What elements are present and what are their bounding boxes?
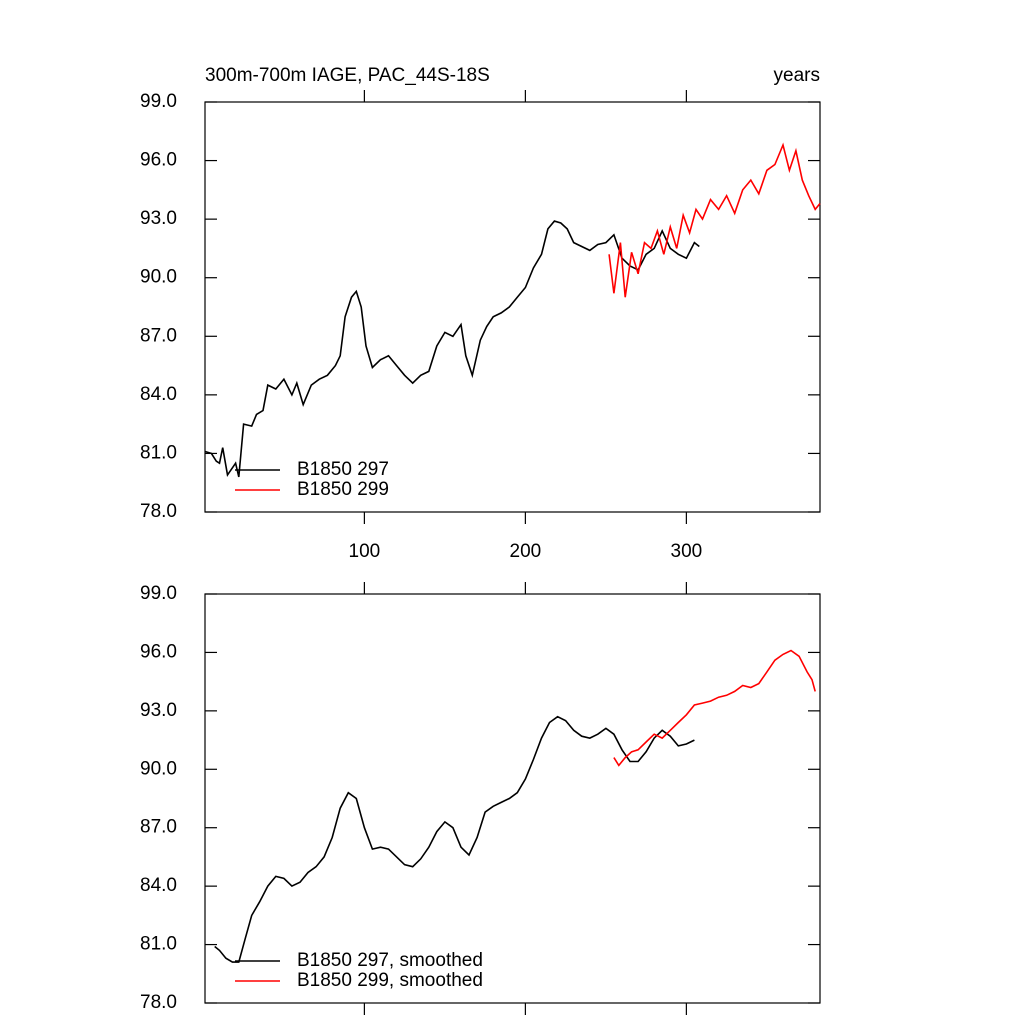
plot-frame xyxy=(204,101,821,513)
legend-label: B1850 297, smoothed xyxy=(297,950,483,971)
y-tick-label: 87.0 xyxy=(140,817,177,838)
y-tick-label: 96.0 xyxy=(140,641,177,662)
y-tick-label: 93.0 xyxy=(140,208,177,229)
x-tick-label: 100 xyxy=(349,541,381,562)
plot-frame xyxy=(204,593,821,1004)
y-tick-label: 84.0 xyxy=(140,875,177,896)
y-tick-label: 93.0 xyxy=(140,700,177,721)
x-tick-label: 200 xyxy=(510,541,542,562)
y-tick-label: 99.0 xyxy=(140,583,177,604)
legend-label: B1850 299 xyxy=(297,479,389,500)
y-tick-label: 90.0 xyxy=(140,267,177,288)
legend-label: B1850 297 xyxy=(297,459,389,480)
y-tick-label: 99.0 xyxy=(140,91,177,112)
y-tick-label: 78.0 xyxy=(140,501,177,522)
series-line xyxy=(204,220,700,478)
x-tick-label: 300 xyxy=(671,541,703,562)
legend-label: B1850 299, smoothed xyxy=(297,970,483,991)
y-tick-label: 90.0 xyxy=(140,758,177,779)
y-tick-label: 96.0 xyxy=(140,150,177,171)
y-tick-label: 81.0 xyxy=(140,934,177,955)
series-line xyxy=(214,715,695,963)
chart-title: 300m-700m IAGE, PAC_44S-18S xyxy=(205,65,490,86)
y-tick-label: 81.0 xyxy=(140,442,177,463)
right-title: years xyxy=(774,65,820,86)
series-line xyxy=(613,649,816,767)
y-tick-label: 78.0 xyxy=(140,992,177,1013)
y-tick-label: 87.0 xyxy=(140,325,177,346)
y-tick-label: 84.0 xyxy=(140,384,177,405)
series-line xyxy=(608,142,821,298)
